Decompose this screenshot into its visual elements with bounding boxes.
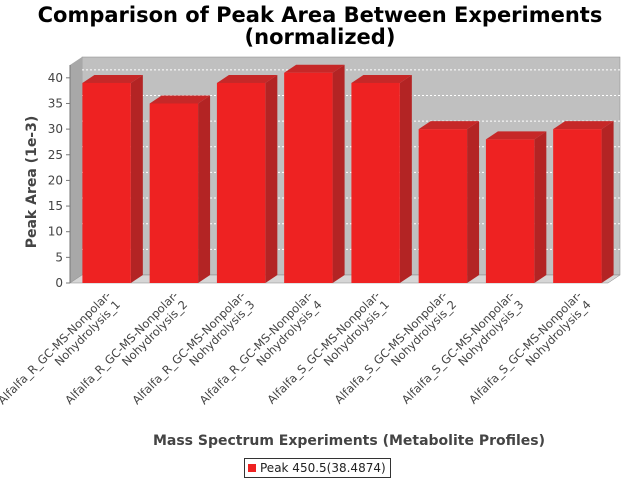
bar-top	[485, 131, 547, 140]
y-tick-label: 15	[48, 199, 63, 213]
x-tick-label: Alfalfa_R_GC-MS-Nonpolar-Nohydrolysis_3	[129, 288, 257, 416]
y-tick-label: 0	[55, 276, 63, 290]
y-tick-label: 35	[48, 96, 63, 110]
bar-top	[284, 64, 345, 73]
bar-top	[553, 121, 614, 130]
bar	[418, 121, 480, 283]
bar-side	[601, 121, 614, 283]
bar-front	[149, 103, 199, 284]
bar	[82, 74, 143, 283]
bar	[351, 74, 412, 283]
x-tick-label: Alfalfa_R_GC-MS-Nonpolar-Nohydrolysis_2	[62, 288, 190, 416]
bar-front	[284, 72, 333, 283]
bar	[553, 121, 614, 283]
bar	[284, 64, 345, 283]
y-tick-label: 40	[48, 71, 63, 85]
bar-top	[418, 121, 480, 130]
chart-title-line-1: Comparison of Peak Area Between Experime…	[37, 3, 603, 27]
chart-title-line-2: (normalized)	[244, 25, 396, 49]
x-axis-label: Mass Spectrum Experiments (Metabolite Pr…	[153, 433, 545, 449]
legend-label: Peak 450.5(38.4874)	[260, 461, 386, 475]
bar-side	[534, 131, 547, 283]
bar-top	[149, 95, 211, 104]
bar-side	[399, 74, 412, 283]
bar-front	[553, 129, 602, 283]
x-tick-label: Alfalfa_R_GC-MS-Nonpolar-Nohydrolysis_4	[197, 288, 325, 416]
y-tick-label: 30	[48, 122, 63, 136]
bar-side	[198, 95, 211, 284]
bar	[216, 74, 278, 283]
x-tick-label: Alfalfa_S_GC-MS-Nonpolar-Nohydrolysis_4	[466, 288, 594, 416]
bar-side	[265, 74, 278, 283]
bar-side	[130, 74, 143, 283]
legend-swatch	[248, 464, 256, 472]
y-axis-label: Peak Area (1e-3)	[24, 116, 40, 249]
bar-top	[216, 74, 278, 83]
x-tick-label: Alfalfa_S_GC-MS-Nonpolar-Nohydrolysis_2	[332, 288, 460, 416]
legend: Peak 450.5(38.4874)	[244, 458, 391, 478]
y-tick-label: 5	[55, 250, 63, 264]
bar	[485, 131, 547, 283]
left-wall	[70, 57, 82, 283]
bar-side	[332, 64, 345, 283]
bar-top	[82, 74, 143, 83]
y-tick-label: 25	[48, 148, 63, 162]
x-tick-label: Alfalfa_S_GC-MS-Nonpolar-Nohydrolysis_1	[264, 288, 392, 416]
bar	[149, 95, 211, 284]
y-tick-label: 10	[48, 225, 63, 239]
y-tick-label: 20	[48, 173, 63, 187]
bar-side	[467, 121, 480, 283]
bar-front	[216, 82, 266, 283]
x-tick-label: Alfalfa_S_GC-MS-Nonpolar-Nohydrolysis_3	[399, 288, 527, 416]
bar-top	[351, 74, 412, 83]
bar-front	[351, 82, 400, 283]
bar-front	[485, 139, 535, 283]
bar-front	[418, 129, 468, 283]
bar-front	[82, 82, 131, 283]
